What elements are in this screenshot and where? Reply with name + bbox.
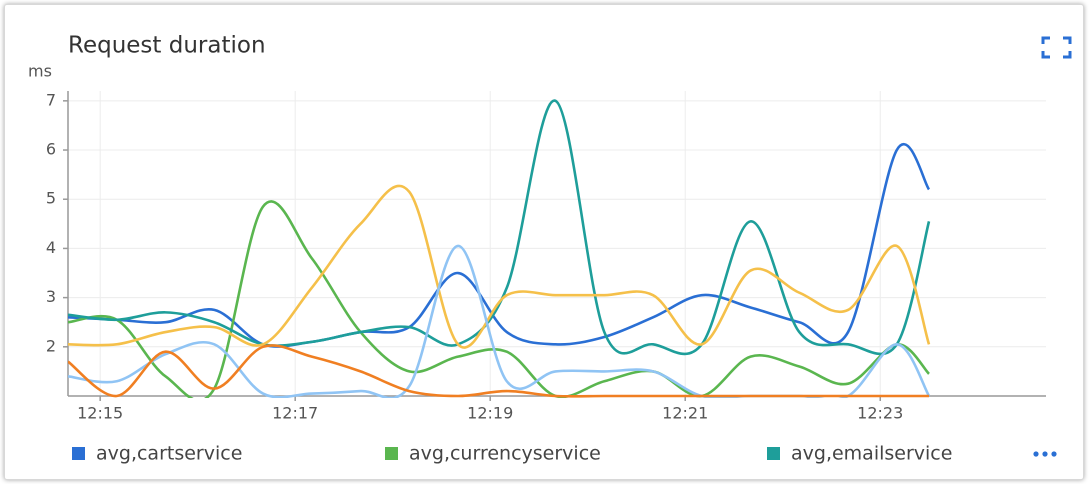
- legend-label: avg,currencyservice: [409, 443, 601, 465]
- y-tick-label: 7: [46, 90, 56, 109]
- more-legend-button[interactable]: [1033, 451, 1057, 457]
- series-line: [68, 99, 931, 356]
- x-tick-label: 12:19: [467, 404, 513, 423]
- x-tick-label: 12:17: [272, 404, 318, 423]
- y-axis-label: ms: [28, 62, 52, 81]
- series-line: [68, 344, 929, 398]
- legend-swatch: [385, 447, 398, 460]
- y-tick-label: 4: [46, 238, 56, 257]
- fullscreen-icon[interactable]: [1041, 36, 1072, 59]
- series-line: [68, 143, 931, 348]
- chart-title: Request duration: [68, 33, 266, 59]
- y-tick-label: 6: [46, 140, 56, 159]
- x-tick-label: 12:23: [857, 404, 903, 423]
- legend-label: avg,cartservice: [96, 443, 242, 465]
- y-tick-label: 2: [46, 336, 56, 355]
- series-line: [68, 184, 931, 349]
- legend-label: avg,emailservice: [791, 443, 952, 465]
- x-tick-label: 12:21: [662, 404, 708, 423]
- y-tick-label: 5: [46, 189, 56, 208]
- legend-swatch: [767, 447, 780, 460]
- y-tick-label: 3: [46, 287, 56, 306]
- x-tick-label: 12:15: [77, 404, 123, 423]
- legend-swatch: [72, 447, 85, 460]
- panel: [4, 4, 1084, 480]
